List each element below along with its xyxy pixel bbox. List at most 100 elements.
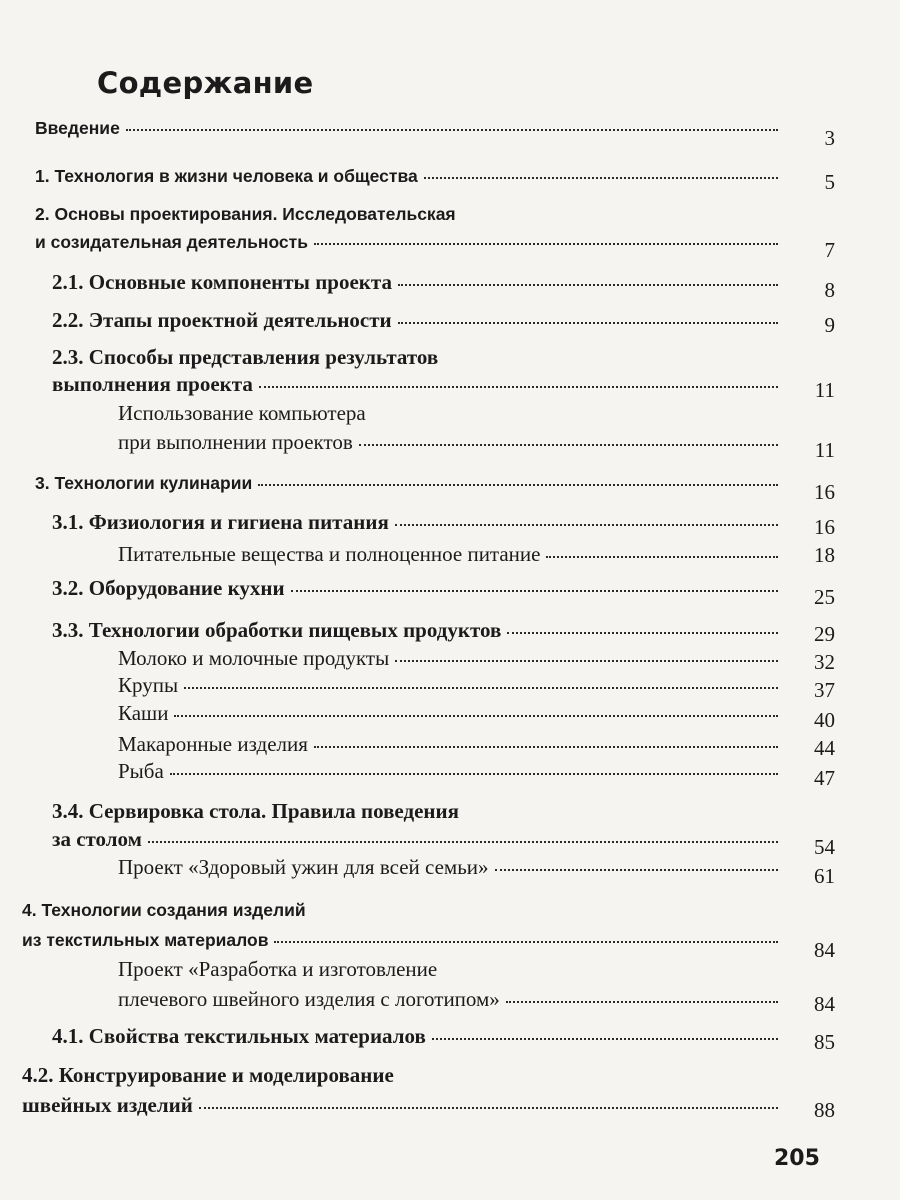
toc-entry-text: Крупы	[118, 673, 179, 697]
page-number: 205	[774, 1146, 820, 1171]
toc-page-number: 54	[814, 835, 835, 859]
toc-entry-line: и созидательная деятельность	[35, 232, 778, 253]
toc-page-number: 11	[814, 438, 835, 462]
toc-entry-line: 3. Технологии кулинарии	[35, 473, 778, 494]
toc-entry-text: 2.3. Способы представления результатов	[52, 345, 439, 369]
toc-page-number: 9	[824, 313, 836, 337]
toc-entry-line: Крупы	[118, 673, 778, 698]
toc-entry-line: 3.1. Физиология и гигиена питания	[52, 510, 778, 535]
toc-page-number: 16	[814, 515, 835, 539]
toc-entry-text: Проект «Здоровый ужин для всей семьи»	[118, 855, 489, 879]
toc-entry-text: Каши	[118, 701, 169, 725]
toc-page-number: 84	[814, 992, 835, 1016]
toc-entry-text: за столом	[52, 827, 142, 851]
toc-entry-line: Использование компьютера	[118, 401, 366, 426]
toc-entry-text: выполнения проекта	[52, 372, 253, 396]
toc-entry-text: Введение	[35, 118, 120, 138]
dot-leader	[274, 941, 778, 943]
toc-page-number: 61	[814, 864, 835, 888]
toc-page-number: 29	[814, 622, 835, 646]
dot-leader	[358, 444, 778, 446]
toc-page-number: 16	[814, 480, 835, 504]
toc-entry-line: 4.1. Свойства текстильных материалов	[52, 1024, 778, 1049]
toc-entry-text: 2.1. Основные компоненты проекта	[52, 270, 392, 294]
toc-entry-text: 4.2. Конструирование и моделирование	[22, 1063, 394, 1087]
dot-leader	[395, 660, 778, 662]
toc-page-number: 11	[814, 378, 835, 402]
toc-page-number: 7	[824, 238, 836, 262]
toc-entry-text: 3. Технологии кулинарии	[35, 473, 253, 493]
toc-entry-text: Проект «Разработка и изготовление	[118, 957, 438, 981]
toc-entry-text: Питательные вещества и полноценное питан…	[118, 542, 541, 566]
dot-leader	[290, 590, 778, 592]
toc-entry-line: Проект «Здоровый ужин для всей семьи»	[118, 855, 778, 880]
dot-leader	[394, 524, 778, 526]
dot-leader	[431, 1038, 778, 1040]
toc-entry-text: швейных изделий	[22, 1093, 193, 1117]
toc-page-number: 32	[814, 650, 835, 674]
toc-entry-text: и созидательная деятельность	[35, 232, 308, 252]
toc-entry-text: Макаронные изделия	[118, 732, 308, 756]
toc-page-number: 25	[814, 585, 835, 609]
dot-leader	[258, 484, 778, 486]
toc-entry-line: Каши	[118, 701, 778, 726]
toc-entry-text: 2.2. Этапы проектной деятельности	[52, 308, 392, 332]
dot-leader	[184, 687, 778, 689]
toc-entry-line: из текстильных материалов	[22, 930, 778, 951]
toc-entry-text: Рыба	[118, 759, 164, 783]
toc-page-number: 3	[824, 126, 836, 150]
toc-entry-line: за столом	[52, 827, 778, 852]
toc-entry-line: 4.2. Конструирование и моделирование	[22, 1063, 394, 1088]
toc-entry-text: из текстильных материалов	[22, 930, 269, 950]
toc-page-number: 47	[814, 766, 835, 790]
toc-entry-text: 3.2. Оборудование кухни	[52, 576, 285, 600]
toc-entry-text: 3.1. Физиология и гигиена питания	[52, 510, 389, 534]
toc-entry-text: плечевого швейного изделия с логотипом»	[118, 987, 500, 1011]
toc-entry-line: Проект «Разработка и изготовление	[118, 957, 437, 982]
toc-entry-text: Использование компьютера	[118, 401, 366, 425]
toc-entry-text: Молоко и молочные продукты	[118, 646, 390, 670]
toc-entry-line: выполнения проекта	[52, 372, 778, 397]
toc-page-number: 40	[814, 708, 835, 732]
dot-leader	[397, 284, 778, 286]
dot-leader	[125, 129, 778, 131]
dot-leader	[546, 556, 778, 558]
toc-entry-text: 3.3. Технологии обработки пищевых продук…	[52, 618, 502, 642]
dot-leader	[397, 322, 778, 324]
toc-entry-line: Молоко и молочные продукты	[118, 646, 778, 671]
dot-leader	[174, 715, 778, 717]
toc-page-number: 37	[814, 678, 835, 702]
dot-leader	[494, 869, 778, 871]
toc-entry-line: плечевого швейного изделия с логотипом»	[118, 987, 778, 1012]
toc-page-number: 84	[814, 938, 835, 962]
toc-page-number: 8	[824, 278, 836, 302]
toc-entry-line: 3.2. Оборудование кухни	[52, 576, 778, 601]
toc-entry-line: 2.3. Способы представления результатов	[52, 345, 438, 370]
toc-entry-line: Введение	[35, 118, 778, 139]
dot-leader	[313, 746, 778, 748]
dot-leader	[505, 1001, 778, 1003]
toc-entry-line: 2.2. Этапы проектной деятельности	[52, 308, 778, 333]
toc-entry-text: 1. Технология в жизни человека и обществ…	[35, 166, 418, 186]
toc-entry-line: Макаронные изделия	[118, 732, 778, 757]
toc-entry-line: 2.1. Основные компоненты проекта	[52, 270, 778, 295]
dot-leader	[169, 773, 778, 775]
toc-entry-line: Питательные вещества и полноценное питан…	[118, 542, 778, 567]
toc-entry-line: 3.3. Технологии обработки пищевых продук…	[52, 618, 778, 643]
toc-entry-text: при выполнении проектов	[118, 430, 353, 454]
toc-entry-text: 4. Технологии создания изделий	[22, 900, 306, 920]
dot-leader	[423, 177, 778, 179]
toc-entry-line: 4. Технологии создания изделий	[22, 900, 306, 921]
toc-page-number: 18	[814, 543, 835, 567]
toc-entry-line: при выполнении проектов	[118, 430, 778, 455]
toc-entry-line: 3.4. Сервировка стола. Правила поведения	[52, 799, 459, 824]
toc-page-number: 85	[814, 1030, 835, 1054]
toc-entry-line: 1. Технология в жизни человека и обществ…	[35, 166, 778, 187]
toc-entry-text: 3.4. Сервировка стола. Правила поведения	[52, 799, 459, 823]
toc-entry-line: 2. Основы проектирования. Исследовательс…	[35, 204, 456, 225]
toc-entry-text: 4.1. Свойства текстильных материалов	[52, 1024, 426, 1048]
dot-leader	[507, 632, 778, 634]
dot-leader	[147, 841, 778, 843]
dot-leader	[314, 243, 778, 245]
dot-leader	[258, 386, 778, 388]
